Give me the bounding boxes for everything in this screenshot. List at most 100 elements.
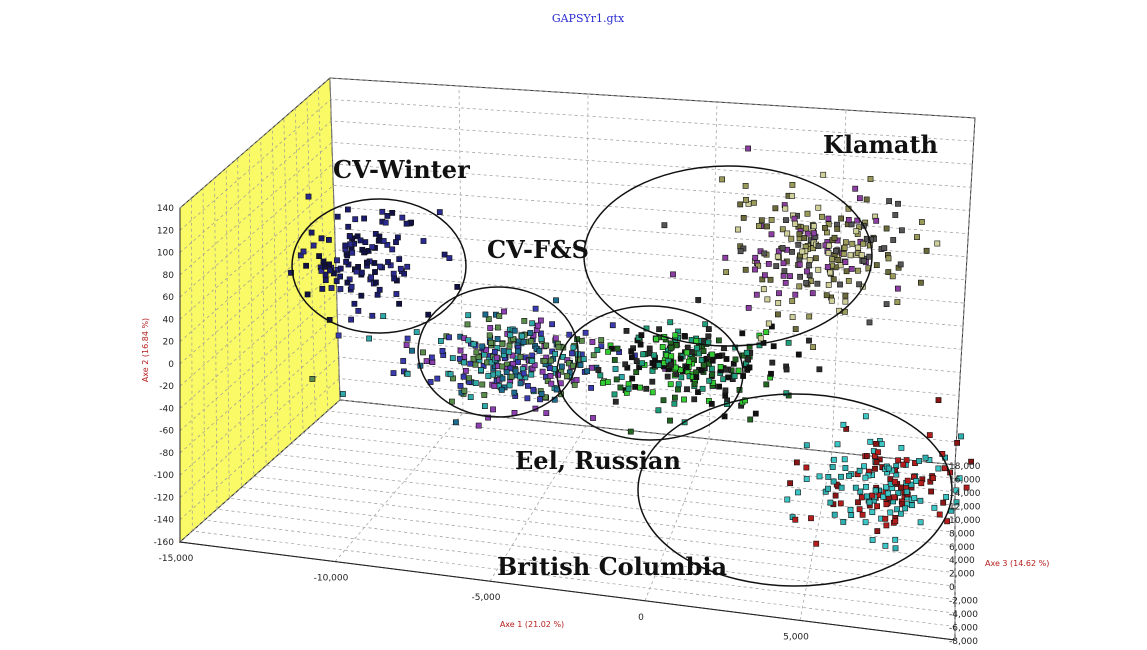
data-point bbox=[866, 319, 873, 326]
data-point bbox=[772, 205, 779, 212]
data-point bbox=[723, 269, 729, 275]
data-point bbox=[792, 220, 798, 227]
chart-title: GAPSYr1.gtx bbox=[552, 12, 625, 25]
data-point bbox=[588, 384, 594, 391]
data-point bbox=[746, 343, 753, 350]
data-point bbox=[683, 349, 690, 356]
data-point bbox=[382, 219, 389, 226]
data-point bbox=[517, 354, 524, 360]
data-point bbox=[767, 276, 774, 283]
data-point bbox=[528, 371, 535, 378]
z-tick-label: -6,000 bbox=[949, 624, 978, 634]
data-point bbox=[466, 375, 472, 382]
data-point bbox=[917, 519, 924, 526]
data-point bbox=[863, 196, 870, 203]
data-point bbox=[860, 258, 867, 264]
data-point bbox=[803, 225, 809, 232]
y-axis-title: Axe 2 (16.84 %) bbox=[141, 318, 150, 382]
data-point bbox=[485, 316, 492, 322]
data-point bbox=[702, 321, 709, 328]
data-point bbox=[725, 374, 731, 381]
data-point bbox=[495, 370, 502, 377]
data-point bbox=[446, 255, 453, 261]
data-point bbox=[399, 214, 406, 221]
data-point bbox=[655, 407, 662, 414]
data-point bbox=[511, 389, 518, 396]
data-point bbox=[524, 395, 531, 402]
data-point bbox=[520, 339, 527, 345]
data-point bbox=[322, 277, 329, 283]
data-point bbox=[852, 484, 859, 491]
data-point bbox=[854, 267, 861, 274]
data-point bbox=[358, 292, 365, 299]
y-grid-line bbox=[179, 142, 972, 276]
data-point bbox=[543, 342, 550, 349]
data-point bbox=[404, 263, 411, 270]
data-point bbox=[691, 396, 698, 403]
z-axis-title: Axe 3 (14.62 %) bbox=[985, 559, 1049, 568]
data-point bbox=[643, 385, 650, 392]
data-point bbox=[885, 465, 892, 472]
data-point bbox=[843, 268, 850, 275]
data-point bbox=[931, 504, 938, 511]
data-point bbox=[494, 336, 501, 342]
data-point bbox=[838, 484, 845, 491]
data-point bbox=[496, 313, 503, 319]
data-point bbox=[509, 352, 516, 359]
data-point bbox=[840, 518, 847, 525]
data-point bbox=[699, 385, 706, 392]
data-point bbox=[791, 215, 798, 222]
data-point bbox=[541, 358, 548, 364]
data-point bbox=[637, 384, 643, 391]
data-point bbox=[608, 345, 615, 352]
data-point bbox=[825, 221, 832, 228]
data-point bbox=[899, 501, 906, 508]
data-point bbox=[953, 499, 960, 506]
data-point bbox=[825, 250, 832, 256]
data-point bbox=[897, 510, 904, 517]
data-point bbox=[611, 357, 618, 363]
data-point bbox=[316, 253, 322, 259]
data-point bbox=[752, 254, 759, 261]
data-point bbox=[908, 481, 915, 488]
data-point bbox=[883, 522, 890, 529]
data-point bbox=[830, 478, 837, 485]
data-point bbox=[867, 176, 874, 182]
data-point bbox=[793, 459, 800, 466]
data-point bbox=[880, 493, 887, 500]
data-point bbox=[834, 226, 841, 232]
data-point bbox=[344, 206, 351, 213]
data-point bbox=[318, 267, 325, 274]
data-point bbox=[732, 356, 739, 363]
data-point bbox=[623, 327, 630, 334]
data-point bbox=[928, 488, 934, 495]
data-point bbox=[589, 339, 596, 345]
data-point bbox=[838, 215, 844, 222]
y-grid-line bbox=[179, 184, 969, 320]
data-point bbox=[735, 367, 742, 374]
data-point bbox=[366, 335, 372, 342]
data-point bbox=[537, 317, 544, 324]
data-point bbox=[815, 204, 822, 211]
data-point bbox=[345, 223, 352, 230]
data-point bbox=[590, 352, 597, 359]
data-point bbox=[811, 230, 817, 237]
data-point bbox=[678, 374, 685, 381]
data-point bbox=[475, 422, 482, 429]
data-point bbox=[409, 347, 415, 354]
data-point bbox=[819, 213, 825, 220]
data-point bbox=[909, 502, 915, 509]
data-point bbox=[693, 345, 700, 352]
data-point bbox=[667, 319, 674, 326]
data-point bbox=[481, 392, 488, 398]
data-point bbox=[437, 338, 444, 344]
data-point bbox=[428, 354, 435, 361]
data-point bbox=[633, 369, 640, 375]
data-point bbox=[816, 473, 823, 480]
data-point bbox=[743, 197, 749, 203]
data-point bbox=[873, 217, 880, 224]
data-point bbox=[500, 347, 507, 354]
data-point bbox=[781, 268, 788, 274]
data-point bbox=[461, 359, 467, 366]
